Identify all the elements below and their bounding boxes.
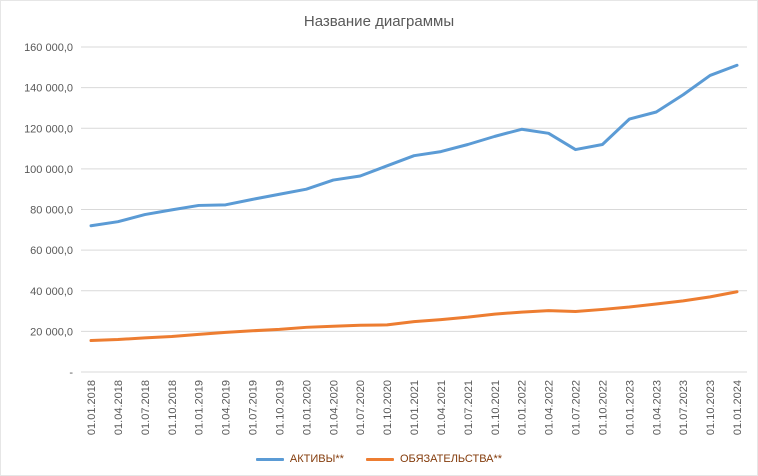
x-tick-label: 01.04.2018 xyxy=(113,380,125,435)
legend-item-obyazatelstva: ОБЯЗАТЕЛЬСТВА** xyxy=(365,453,503,465)
x-tick-label: 01.10.2019 xyxy=(274,380,286,435)
x-tick-label: 01.07.2022 xyxy=(571,380,583,435)
y-tick-label: 40 000,0 xyxy=(30,286,73,298)
series-line-aktivy xyxy=(89,63,739,228)
x-tick-label: 01.07.2019 xyxy=(248,380,260,435)
x-tick-label: 01.01.2020 xyxy=(301,380,313,435)
series-line-obyazatelstva xyxy=(89,290,739,343)
x-tick-label: 01.01.2018 xyxy=(86,380,98,435)
x-tick-label: 01.07.2020 xyxy=(355,380,367,435)
y-tick-label: 120 000,0 xyxy=(24,123,73,135)
x-tick-label: 01.01.2024 xyxy=(732,380,744,435)
x-tick-label: 01.01.2023 xyxy=(624,380,636,435)
x-tick-label: 01.10.2023 xyxy=(705,380,717,435)
x-tick-label: 01.10.2020 xyxy=(382,380,394,435)
x-tick-label: 01.04.2023 xyxy=(651,380,663,435)
x-tick-label: 01.07.2018 xyxy=(140,380,152,435)
y-tick-label: 80 000,0 xyxy=(30,205,73,217)
x-tick-label: 01.01.2019 xyxy=(194,380,206,435)
x-tick-label: 01.07.2023 xyxy=(678,380,690,435)
series-line-swatch-aktivy xyxy=(255,457,284,461)
x-tick-label: 01.04.2022 xyxy=(544,380,556,435)
y-tick-label: 100 000,0 xyxy=(24,164,73,176)
y-tick-label: 20 000,0 xyxy=(30,326,73,338)
legend-label-aktivy: АКТИВЫ** xyxy=(289,453,344,465)
x-tick-label: 01.10.2022 xyxy=(597,380,609,435)
chart-title: Название диаграммы xyxy=(303,13,455,30)
legend-label-obyazatelstva: ОБЯЗАТЕЛЬСТВА** xyxy=(399,453,503,465)
legend-item-aktivy: АКТИВЫ** xyxy=(255,453,344,465)
x-tick-label: 01.04.2021 xyxy=(436,380,448,435)
y-tick-label: - xyxy=(69,367,73,379)
y-tick-label: 160 000,0 xyxy=(24,42,73,54)
chart-legend: АКТИВЫ** ОБЯЗАТЕЛЬСТВА** xyxy=(1,453,757,465)
x-tick-label: 01.01.2022 xyxy=(517,380,529,435)
x-tick-label: 01.04.2019 xyxy=(221,380,233,435)
x-tick-label: 01.10.2021 xyxy=(490,380,502,435)
y-tick-label: 140 000,0 xyxy=(24,83,73,95)
series-line-swatch-obyazatelstva xyxy=(365,457,394,461)
x-tick-label: 01.01.2021 xyxy=(409,380,421,435)
x-tick-label: 01.04.2020 xyxy=(328,380,340,435)
x-tick-label: 01.10.2018 xyxy=(167,380,179,435)
x-tick-label: 01.07.2021 xyxy=(463,380,475,435)
y-tick-label: 60 000,0 xyxy=(30,245,73,257)
